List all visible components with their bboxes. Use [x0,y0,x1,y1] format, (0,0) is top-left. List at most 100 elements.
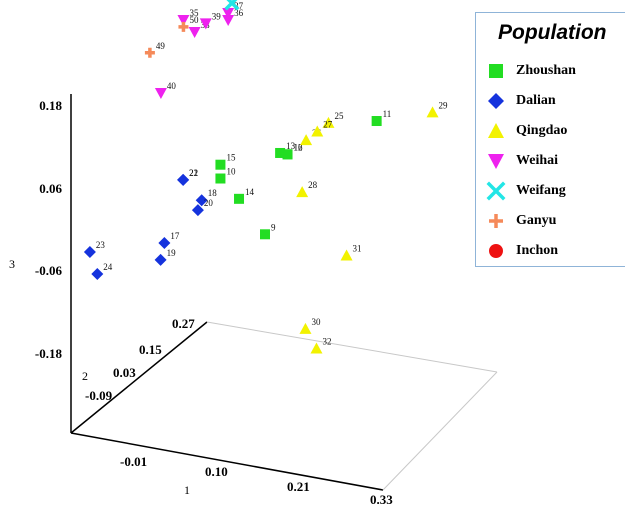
axis2-line [70,321,208,434]
series-weifang: 4142434445464748 [224,0,247,11]
data-point-marker [234,193,245,204]
data-point-label: 9 [271,222,276,232]
legend-label: Weihai [516,153,559,168]
data-point-marker [322,116,335,128]
series-qingdao: 2526272829303132 [296,100,448,354]
x-marker-icon [486,181,506,201]
data-point-label: 49 [156,41,166,51]
axis2-label: 2 [82,369,88,383]
floor-plane [206,321,498,491]
legend-marker [489,244,503,258]
data-point-label: 22 [189,168,198,178]
data-point-label: 11 [383,109,392,119]
data-point-marker [83,246,96,258]
data-point-label: 32 [322,336,331,346]
legend-marker [488,154,504,169]
data-point-label: 19 [167,248,177,258]
data-point-marker [222,8,235,20]
legend-marker [489,64,503,78]
legend-marker [488,93,504,109]
data-point-marker [296,186,309,198]
axis1-ticks: -0.01 0.10 0.21 0.33 1 [120,454,393,507]
data-point-label: 40 [167,81,177,91]
data-point-label: 10 [226,167,236,177]
legend-label: Weifang [516,183,566,198]
data-point-marker [215,159,226,170]
data-points: 9101112131415161718192021222324252627282… [83,0,448,354]
data-point-marker [177,173,190,186]
data-point-marker [310,342,323,354]
series-weihai: 3334353637383940 [154,1,244,100]
floor-edge-right [382,371,498,491]
axis1-tick-label: 0.21 [287,479,310,494]
data-point-label: 12 [294,142,303,152]
data-point-label: 21 [189,168,198,178]
legend-label: Ganyu [516,213,557,228]
axes-frame [70,94,384,491]
axis3-tick-label: -0.18 [35,346,63,361]
axis2-tick-label: 0.15 [139,342,162,357]
legend-label: Inchon [516,243,559,258]
legend-item: Weifang [486,181,566,201]
data-point-label: 14 [245,187,255,197]
legend-item: Zhoushan [486,61,576,81]
axis1-label: 1 [184,483,190,497]
data-point-label: 13 [286,141,296,151]
data-point-label: 24 [103,262,113,272]
data-point-label: 31 [353,243,362,253]
data-point-label: 28 [308,180,318,190]
axis3-ticks: 0.18 0.06 -0.06 -0.18 3 [9,98,63,361]
data-point-marker [371,116,382,127]
axis3-tick-label: -0.06 [35,263,63,278]
data-point-marker [177,14,190,26]
axis2-tick-label: -0.09 [85,388,113,403]
data-point-label: 18 [208,188,218,198]
legend-marker [486,181,506,201]
data-point-label: 39 [212,11,222,21]
data-point-marker [215,173,226,184]
data-point-marker [224,0,240,11]
data-point-label: 20 [204,198,214,208]
axis1-tick-label: 0.33 [370,492,393,507]
legend-item: Ganyu [486,211,556,231]
data-point-label: 17 [170,231,180,241]
circle-marker-icon [489,244,503,258]
data-point-marker [299,322,312,334]
data-point-marker [144,47,155,58]
data-point-marker [158,236,171,249]
series-ganyu: 4950515253545556 [144,15,199,58]
data-point-label: 23 [96,240,106,250]
data-point-marker [311,125,324,137]
data-point-label: 50 [189,15,199,25]
data-point-marker [188,27,201,39]
legend-marker [488,123,504,138]
square-marker-icon [489,64,503,78]
legend: Population Zhoushan Dalian Qingdao Weihai We… [475,12,625,267]
data-point-marker [275,147,286,158]
data-point-label: 16 [294,142,304,152]
data-point-label: 35 [189,8,199,18]
axis3-label: 3 [9,257,15,271]
data-point-marker [91,268,104,281]
legend-label: Zhoushan [516,63,576,78]
data-point-label: 27 [323,120,333,130]
data-point-marker [199,18,212,30]
data-point-marker [260,229,270,240]
axis3-tick-label: 0.18 [39,98,62,113]
data-point-label: 36 [234,8,244,18]
legend-label: Qingdao [516,123,568,138]
floor-edge-back [206,321,498,373]
legend-item: Weihai [486,151,558,171]
legend-item: Dalian [486,91,556,111]
diamond-marker-icon [488,93,504,109]
data-point-marker [222,14,235,26]
data-point-marker [340,249,353,261]
triangle-down-marker-icon [488,154,504,169]
axis2-tick-label: 0.03 [113,365,136,380]
axis3-tick-label: 0.06 [39,181,62,196]
data-point-marker [300,134,313,146]
data-point-marker [282,149,293,160]
axis1-tick-label: 0.10 [205,464,228,479]
